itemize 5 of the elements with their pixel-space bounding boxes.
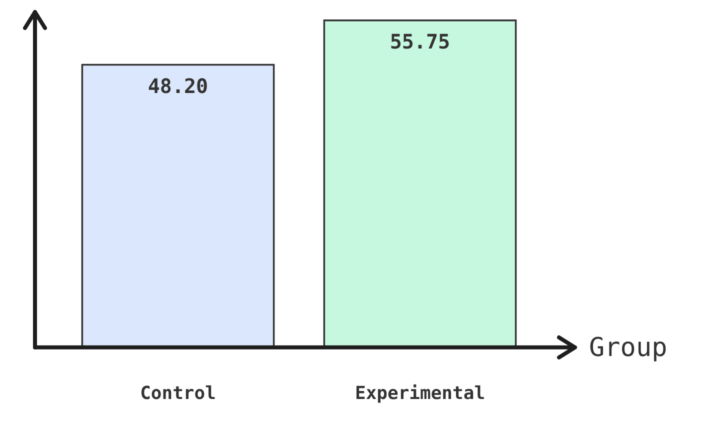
data-label: 48.20 (148, 74, 208, 98)
x-axis-title: Group (589, 333, 668, 364)
data-label: 55.75 (390, 30, 450, 54)
x-tick-label: Experimental (354, 382, 486, 404)
x-tick-label: Control (140, 382, 216, 404)
